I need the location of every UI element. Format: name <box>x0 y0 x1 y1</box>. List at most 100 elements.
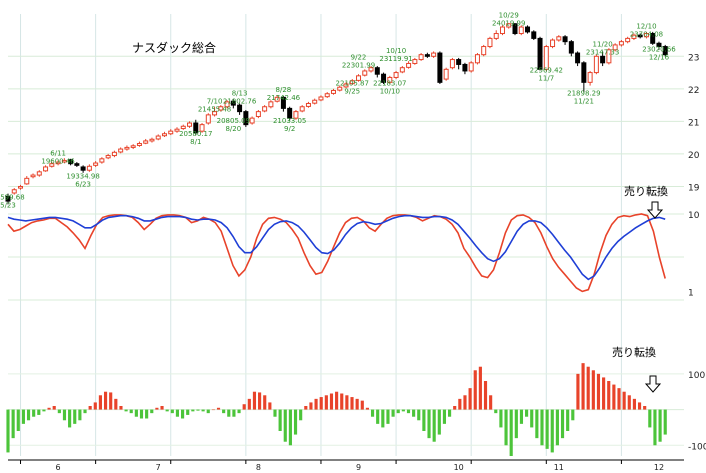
y-tick-label: 1 <box>688 288 694 298</box>
histogram-bar <box>232 409 236 417</box>
histogram-bar <box>586 366 590 410</box>
histogram-bar <box>376 409 380 424</box>
histogram-bar <box>83 409 87 414</box>
candle-body <box>124 146 130 150</box>
candle-body <box>43 166 49 172</box>
price-annotation: 19334.98 <box>66 172 99 180</box>
x-tick-label: 7 <box>156 463 161 472</box>
candle-body <box>443 68 449 80</box>
price-annotation: 20805.09 <box>217 117 250 125</box>
price-annotation: 21898.29 <box>567 89 600 97</box>
candle-body <box>224 101 230 108</box>
histogram-bar <box>653 409 657 446</box>
histogram-bar <box>643 406 647 410</box>
histogram-bar <box>427 409 431 439</box>
histogram-bar <box>627 395 631 410</box>
histogram-bar <box>329 393 334 410</box>
histogram-bar <box>365 407 369 410</box>
histogram-bar <box>401 409 405 412</box>
candle-body <box>412 59 418 64</box>
histogram-bar <box>540 409 544 446</box>
candle-body <box>212 111 218 116</box>
histogram-bar <box>252 391 257 410</box>
histogram-bar <box>201 409 205 412</box>
histogram-panel <box>6 363 667 456</box>
price-annotation: 23119.91 <box>379 55 412 63</box>
histogram-bar <box>16 409 20 431</box>
y-tick-label: 21 <box>688 118 699 128</box>
price-annotation: 10/10 <box>386 47 406 55</box>
histogram-bar <box>566 409 570 431</box>
candle-body <box>618 41 624 46</box>
candle-body <box>312 99 318 104</box>
candle-body <box>36 171 42 176</box>
candle-body <box>293 111 299 119</box>
histogram-bar <box>422 409 426 431</box>
histogram-bar <box>139 409 144 419</box>
histogram-bar <box>473 370 477 410</box>
candle-body <box>550 39 556 48</box>
candle-body <box>374 67 380 75</box>
histogram-bar <box>273 409 277 417</box>
histogram-bar <box>42 409 46 412</box>
histogram-bar <box>134 409 138 417</box>
price-annotation: 23704.08 <box>630 31 663 39</box>
price-annotation: 6/11 <box>50 150 66 158</box>
histogram-bar <box>381 409 385 428</box>
histogram-bar <box>129 409 133 414</box>
histogram-bar <box>52 406 56 410</box>
candle-body <box>243 111 249 126</box>
candle-body <box>506 23 512 28</box>
x-tick-label: 10 <box>454 463 464 472</box>
price-annotation: 8/20 <box>225 125 241 133</box>
histogram-bar <box>314 398 318 410</box>
histogram-bar <box>206 409 210 414</box>
histogram-bar <box>155 407 159 410</box>
histogram-bar <box>658 409 662 442</box>
histogram-bar <box>165 409 169 412</box>
x-tick-label: 6 <box>56 463 61 472</box>
candle-body <box>93 162 99 166</box>
price-annotation: 8/13 <box>232 89 248 97</box>
histogram-bar <box>283 409 287 442</box>
candle-body <box>111 151 117 157</box>
histogram-bar <box>11 409 15 439</box>
candle-body <box>55 161 61 165</box>
sell-signal-label-upper: 売り転換 <box>624 185 668 198</box>
histogram-bar <box>555 409 559 446</box>
candle-body <box>381 73 387 83</box>
candle-body <box>600 55 606 64</box>
price-annotation: 23020.66 <box>642 45 676 53</box>
price-annotation: 23147.33 <box>586 49 619 57</box>
candle-body <box>174 128 180 132</box>
histogram-bar <box>370 409 375 417</box>
histogram-bar <box>417 409 421 421</box>
histogram-bar <box>463 395 467 410</box>
histogram-bar <box>622 391 626 410</box>
histogram-bar <box>324 395 328 410</box>
candle-body <box>518 26 524 35</box>
histogram-bar <box>468 388 472 410</box>
x-tick-label: 12 <box>654 463 664 472</box>
histogram-bar <box>32 409 36 417</box>
histogram-bar <box>57 409 61 414</box>
histogram-bar <box>319 397 323 410</box>
oscillator-line-1 <box>7 213 666 293</box>
sell-signal-arrow-lower <box>644 375 662 393</box>
candle-body <box>643 33 649 38</box>
candle-body <box>105 155 111 159</box>
oscillator-panel <box>7 213 666 293</box>
price-annotation: 24019.99 <box>492 19 525 27</box>
histogram-bar <box>186 409 190 415</box>
candle-body <box>11 189 17 194</box>
histogram-bar <box>350 397 354 410</box>
histogram-bar <box>37 409 41 415</box>
candle-body <box>606 49 612 64</box>
candle-body <box>481 46 487 56</box>
candle-body <box>587 72 593 83</box>
histogram-bar <box>150 409 154 414</box>
candle-body <box>143 140 149 144</box>
price-annotation: 8/1 <box>190 138 201 146</box>
histogram-bar <box>191 409 195 412</box>
